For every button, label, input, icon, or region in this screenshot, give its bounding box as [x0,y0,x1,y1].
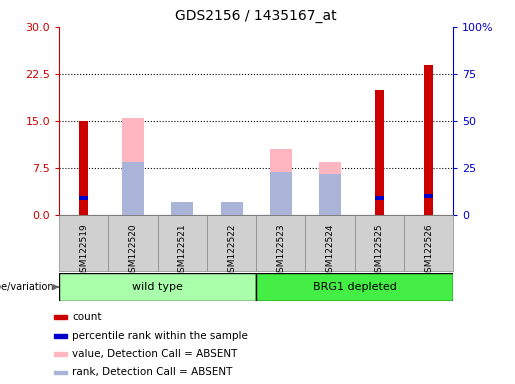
Text: GSM122526: GSM122526 [424,223,433,278]
Text: GSM122519: GSM122519 [79,223,89,278]
Bar [424,65,433,215]
Bar [220,202,243,215]
Text: genotype/variation: genotype/variation [0,282,55,292]
Bar [319,174,341,215]
Bar [305,215,355,271]
Bar [375,196,384,200]
Bar [59,273,256,301]
Text: GSM122525: GSM122525 [375,223,384,278]
Title: GDS2156 / 1435167_at: GDS2156 / 1435167_at [176,9,337,23]
Bar [59,215,109,271]
Text: GSM122523: GSM122523 [277,223,285,278]
Text: GSM122521: GSM122521 [178,223,187,278]
Text: BRG1 depleted: BRG1 depleted [313,282,397,292]
Bar [122,118,144,215]
Bar [158,215,207,271]
Text: wild type: wild type [132,282,183,292]
Text: rank, Detection Call = ABSENT: rank, Detection Call = ABSENT [72,367,232,377]
Bar [424,194,433,198]
Text: GSM122520: GSM122520 [129,223,138,278]
Bar [109,215,158,271]
Bar [256,273,453,301]
Text: count: count [72,312,101,322]
Bar [79,121,88,215]
Bar [54,334,67,338]
Text: percentile rank within the sample: percentile rank within the sample [72,331,248,341]
Bar [54,315,67,319]
Bar [54,352,67,356]
Text: GSM122522: GSM122522 [227,223,236,278]
Bar [256,215,305,271]
Bar [207,215,256,271]
Bar [54,371,67,374]
Bar [375,89,384,215]
Text: value, Detection Call = ABSENT: value, Detection Call = ABSENT [72,349,237,359]
Bar [122,162,144,215]
Bar [171,202,194,215]
Text: GSM122524: GSM122524 [325,223,335,278]
Bar [319,162,341,215]
Bar [171,202,194,215]
Bar [270,172,292,215]
Bar [355,215,404,271]
Bar [404,215,453,271]
Bar [270,149,292,215]
Bar [220,202,243,215]
Bar [79,196,88,200]
